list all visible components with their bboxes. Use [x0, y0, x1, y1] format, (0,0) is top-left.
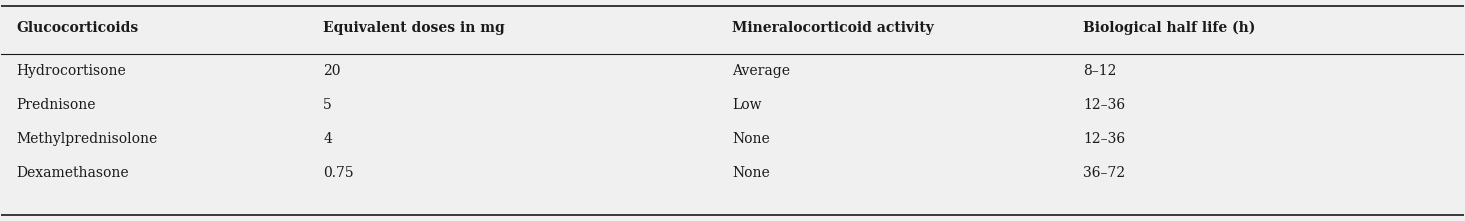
Text: Equivalent doses in mg: Equivalent doses in mg — [324, 21, 505, 34]
Text: None: None — [732, 132, 771, 146]
Text: 4: 4 — [324, 132, 333, 146]
Text: 36–72: 36–72 — [1084, 166, 1125, 180]
Text: None: None — [732, 166, 771, 180]
Text: Dexamethasone: Dexamethasone — [16, 166, 129, 180]
Text: 5: 5 — [324, 98, 333, 112]
Text: Average: Average — [732, 64, 791, 78]
Text: Glucocorticoids: Glucocorticoids — [16, 21, 138, 34]
Text: Mineralocorticoid activity: Mineralocorticoid activity — [732, 21, 935, 34]
Text: Biological half life (h): Biological half life (h) — [1084, 20, 1256, 35]
Text: Low: Low — [732, 98, 762, 112]
Text: 20: 20 — [324, 64, 340, 78]
Text: 0.75: 0.75 — [324, 166, 353, 180]
Text: 8–12: 8–12 — [1084, 64, 1116, 78]
Text: Hydrocortisone: Hydrocortisone — [16, 64, 126, 78]
Text: Prednisone: Prednisone — [16, 98, 95, 112]
Text: 12–36: 12–36 — [1084, 98, 1125, 112]
Text: 12–36: 12–36 — [1084, 132, 1125, 146]
Text: Methylprednisolone: Methylprednisolone — [16, 132, 157, 146]
